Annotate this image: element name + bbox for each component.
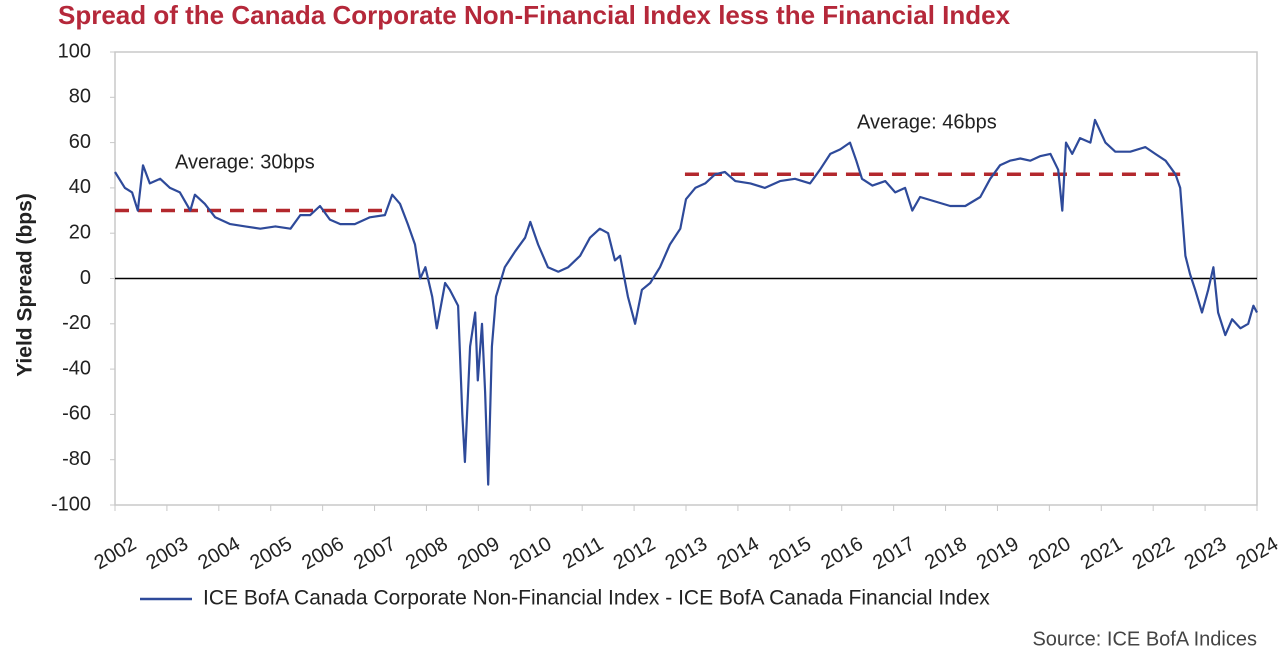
x-tick-label: 2004 xyxy=(194,533,244,574)
x-tick-label: 2017 xyxy=(869,533,919,574)
y-tick-label: -100 xyxy=(51,493,91,515)
chart-title: Spread of the Canada Corporate Non-Finan… xyxy=(58,0,1011,30)
x-tick-label: 2006 xyxy=(298,533,348,574)
source: Source: ICE BofA Indices xyxy=(1032,628,1257,650)
y-axis-label: Yield Spread (bps) xyxy=(14,193,37,377)
y-tick-label: 40 xyxy=(69,176,91,198)
y-tick-label: 100 xyxy=(58,40,91,62)
y-tick-label: 80 xyxy=(69,86,91,108)
y-tick-label: -60 xyxy=(62,403,91,425)
x-tick-label: 2015 xyxy=(765,533,815,574)
x-tick-label: 2021 xyxy=(1077,533,1127,574)
x-tick-label: 2013 xyxy=(662,533,712,574)
y-tick-label: -40 xyxy=(62,357,91,379)
y-tick-label: -80 xyxy=(62,448,91,470)
x-tick-label: 2002 xyxy=(91,533,141,574)
x-tick-label: 2007 xyxy=(350,533,400,574)
x-tick-label: 2024 xyxy=(1233,533,1280,574)
x-tick-label: 2010 xyxy=(506,533,556,574)
y-tick-label: 20 xyxy=(69,221,91,243)
x-tick-label: 2003 xyxy=(143,533,193,574)
x-tick-label: 2009 xyxy=(454,533,504,574)
x-tick-label: 2020 xyxy=(1025,533,1075,574)
x-tick-label: 2012 xyxy=(610,533,660,574)
x-tick-label: 2014 xyxy=(714,533,764,574)
annotation: Average: 46bps xyxy=(857,111,997,133)
annotation: Average: 30bps xyxy=(175,151,315,173)
y-tick-label: -20 xyxy=(62,312,91,334)
legend-label: ICE BofA Canada Corporate Non-Financial … xyxy=(203,587,990,610)
x-tick-label: 2011 xyxy=(559,533,607,574)
y-tick-label: 60 xyxy=(69,131,91,153)
x-tick-label: 2018 xyxy=(921,533,971,574)
x-tick-label: 2022 xyxy=(1129,533,1179,574)
x-tick-label: 2019 xyxy=(973,533,1023,574)
x-tick-label: 2008 xyxy=(402,533,452,574)
x-tick-label: 2016 xyxy=(817,533,867,574)
x-tick-label: 2023 xyxy=(1181,533,1231,574)
x-tick-label: 2005 xyxy=(246,533,296,574)
series-line xyxy=(114,118,1258,486)
y-tick-label: 0 xyxy=(80,267,91,289)
